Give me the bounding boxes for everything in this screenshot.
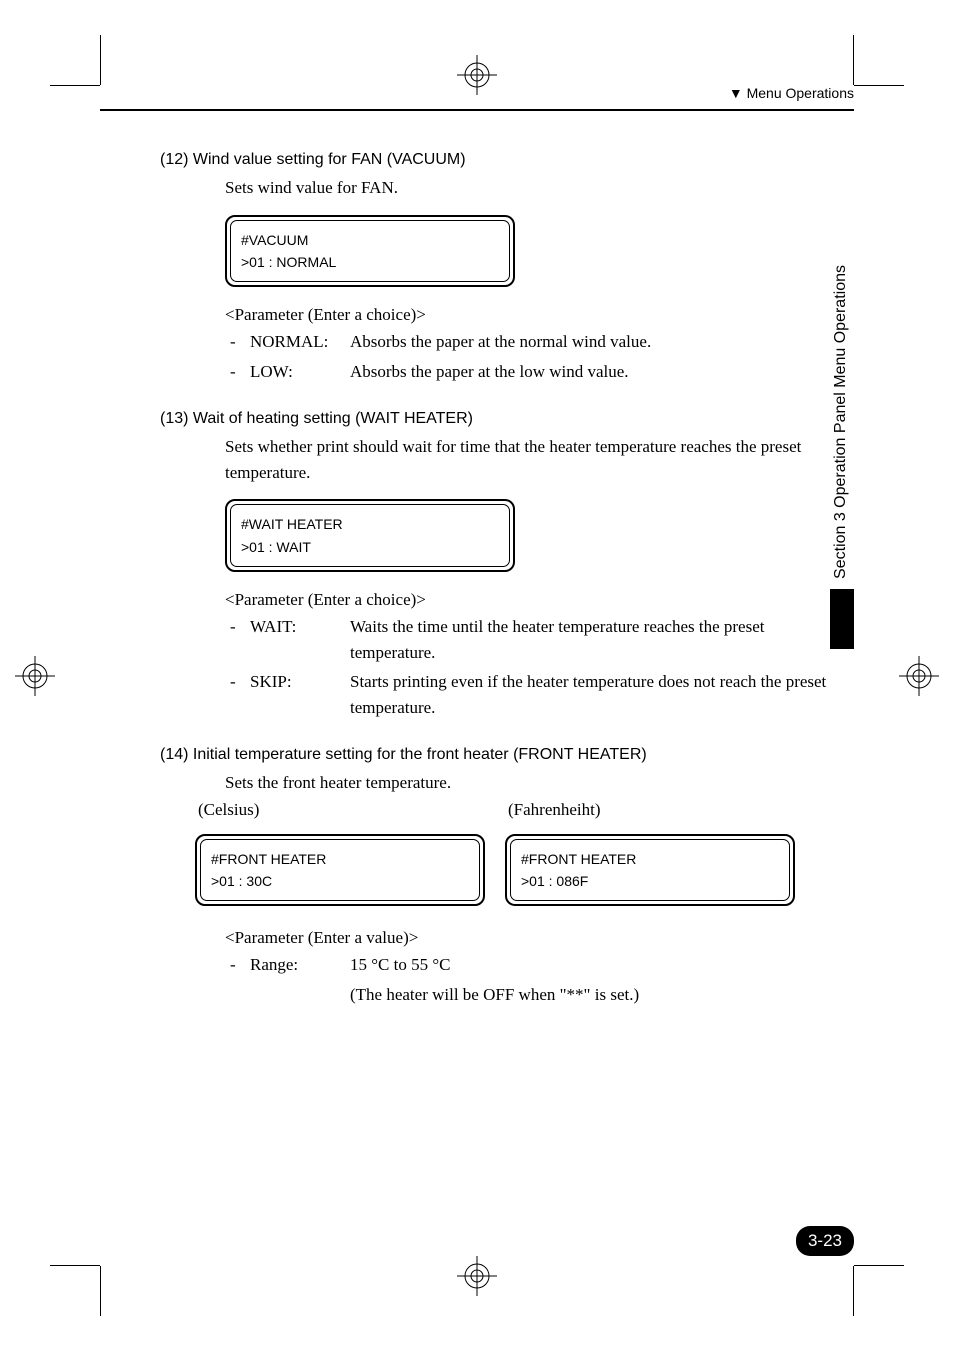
section-intro: Sets whether print should wait for time … <box>225 434 854 485</box>
param-item: - WAIT: Waits the time until the heater … <box>225 614 854 665</box>
param-label: <Parameter (Enter a value)> <box>225 928 854 948</box>
lcd-line: #VACUUM <box>241 229 499 251</box>
celsius-column: (Celsius) #FRONT HEATER >01 : 30C <box>195 796 485 925</box>
param-key: WAIT: <box>250 614 350 665</box>
page-number: 3-23 <box>796 1226 854 1256</box>
lcd-line: >01 : NORMAL <box>241 251 499 273</box>
dash: - <box>225 669 250 720</box>
param-item: - NORMAL: Absorbs the paper at the norma… <box>225 329 854 355</box>
param-key: NORMAL: <box>250 329 350 355</box>
section-heading: (14) Initial temperature setting for the… <box>160 746 854 764</box>
header-title: Menu Operations <box>747 85 854 101</box>
unit-label: (Celsius) <box>195 800 485 820</box>
param-list: - Range: 15 °C to 55 °C (The heater will… <box>225 952 854 1007</box>
lcd-display: #VACUUM >01 : NORMAL <box>225 215 515 288</box>
param-key: SKIP: <box>250 669 350 720</box>
dash: - <box>225 952 250 978</box>
param-key <box>250 982 350 1008</box>
param-desc: Absorbs the paper at the normal wind val… <box>350 329 854 355</box>
param-desc: 15 °C to 55 °C <box>350 952 854 978</box>
registration-mark-icon <box>15 656 55 696</box>
param-key: Range: <box>250 952 350 978</box>
param-item: - SKIP: Starts printing even if the heat… <box>225 669 854 720</box>
param-label: <Parameter (Enter a choice)> <box>225 305 854 325</box>
unit-label: (Fahrenheiht) <box>505 800 795 820</box>
param-item: - Range: 15 °C to 55 °C <box>225 952 854 978</box>
lcd-display: #FRONT HEATER >01 : 086F <box>505 834 795 907</box>
fahrenheit-column: (Fahrenheiht) #FRONT HEATER >01 : 086F <box>505 796 795 925</box>
param-desc: Absorbs the paper at the low wind value. <box>350 359 854 385</box>
lcd-line: #FRONT HEATER <box>211 848 469 870</box>
dash: - <box>225 614 250 665</box>
section-intro: Sets wind value for FAN. <box>225 175 854 201</box>
param-list: - NORMAL: Absorbs the paper at the norma… <box>225 329 854 384</box>
lcd-display: #WAIT HEATER >01 : WAIT <box>225 499 515 572</box>
page-content: ▼ Menu Operations (12) Wind value settin… <box>100 85 854 1266</box>
param-item: (The heater will be OFF when "**" is set… <box>225 982 854 1008</box>
header-marker: ▼ <box>729 85 743 101</box>
param-item: - LOW: Absorbs the paper at the low wind… <box>225 359 854 385</box>
section-tab: Section 3 Operation Panel Menu Operation… <box>830 255 854 725</box>
section-tab-label: Section 3 Operation Panel Menu Operation… <box>830 255 854 589</box>
lcd-line: #WAIT HEATER <box>241 513 499 535</box>
lcd-line: #FRONT HEATER <box>521 848 779 870</box>
param-list: - WAIT: Waits the time until the heater … <box>225 614 854 720</box>
param-note: (The heater will be OFF when "**" is set… <box>350 982 854 1008</box>
dash: - <box>225 359 250 385</box>
param-label: <Parameter (Enter a choice)> <box>225 590 854 610</box>
dash: - <box>225 329 250 355</box>
lcd-line: >01 : WAIT <box>241 536 499 558</box>
lcd-display: #FRONT HEATER >01 : 30C <box>195 834 485 907</box>
lcd-line: >01 : 086F <box>521 870 779 892</box>
param-desc: Waits the time until the heater temperat… <box>350 614 854 665</box>
registration-mark-icon <box>899 656 939 696</box>
lcd-line: >01 : 30C <box>211 870 469 892</box>
dual-lcd-row: (Celsius) #FRONT HEATER >01 : 30C (Fahre… <box>195 796 854 925</box>
section-intro: Sets the front heater temperature. <box>225 770 854 796</box>
section-tab-marker <box>830 589 854 649</box>
section-heading: (13) Wait of heating setting (WAIT HEATE… <box>160 410 854 428</box>
page-header: ▼ Menu Operations <box>100 85 854 111</box>
param-key: LOW: <box>250 359 350 385</box>
dash <box>225 982 250 1008</box>
section-heading: (12) Wind value setting for FAN (VACUUM) <box>160 151 854 169</box>
param-desc: Starts printing even if the heater tempe… <box>350 669 854 720</box>
